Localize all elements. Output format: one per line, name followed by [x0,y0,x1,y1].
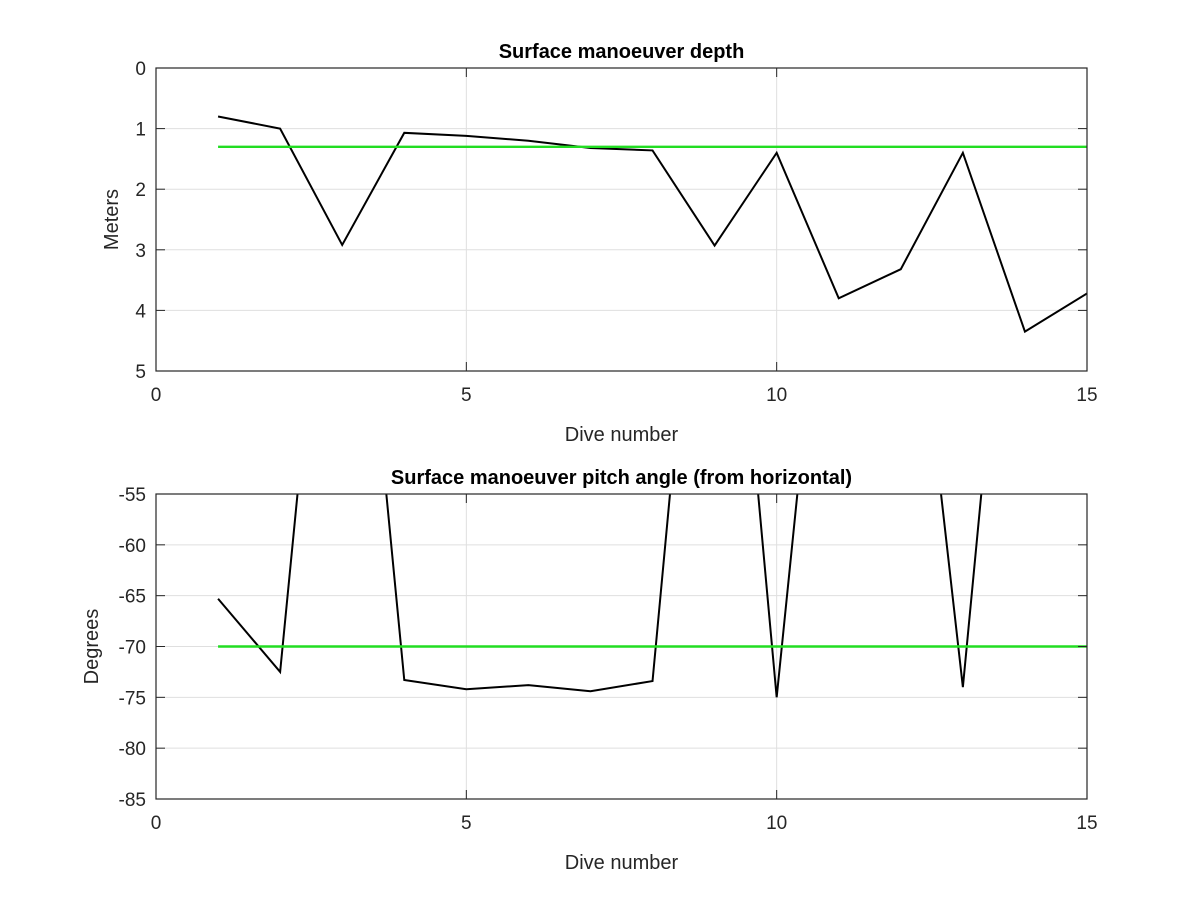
chart-2-y-tick-label: -70 [119,638,146,659]
chart-1-x-tick-label: 5 [461,385,472,406]
chart-2-x-axis-label: Dive number [565,852,679,874]
chart-1-x-axis-label: Dive number [565,424,679,446]
chart-1-axes-box [155,67,1088,372]
chart-1-x-tick-label: 15 [1076,385,1097,406]
chart-2: 0 5 10 15 -55 -60 -65 -70 -75 -80 -85 Surface manoe… [81,467,1098,874]
chart-1-x-tick-label: 10 [766,385,787,406]
chart-2-x-tick-label: 10 [766,813,787,834]
chart-2-y-tick-label: -80 [119,739,146,760]
chart-2-y-tick-label: -60 [119,536,146,557]
chart-2-y-tick-label: -55 [119,485,146,506]
chart-1-y-tick-label: 4 [135,301,146,322]
chart-1-y-tick-label: 5 [135,362,146,383]
chart-1-data-line [217,115,1087,334]
chart-2-x-tick-label: 0 [151,813,162,834]
chart-2-data-line [217,494,983,698]
chart-1-y-tick-label: 2 [135,180,146,201]
chart-1-y-tick-label: 1 [135,120,146,141]
chart-2-y-tick-label: -65 [119,587,146,608]
chart-2-y-tick-label: -75 [119,688,146,709]
chart-1-x-tick-label: 0 [151,385,162,406]
chart-2-title: Surface manoeuver pitch angle (from hori… [391,467,852,489]
chart-2-y-axis-label: Degrees [81,609,103,685]
chart-1-title: Surface manoeuver depth [499,41,745,63]
chart-1-y-tick-label: 0 [135,59,146,80]
chart-1-y-tick-label: 3 [135,241,146,262]
chart-2-x-tick-label: 5 [461,813,472,834]
chart-1-y-axis-label: Meters [101,189,123,250]
chart-2-y-tick-label: -85 [119,790,146,811]
chart-2-x-tick-label: 15 [1076,813,1097,834]
